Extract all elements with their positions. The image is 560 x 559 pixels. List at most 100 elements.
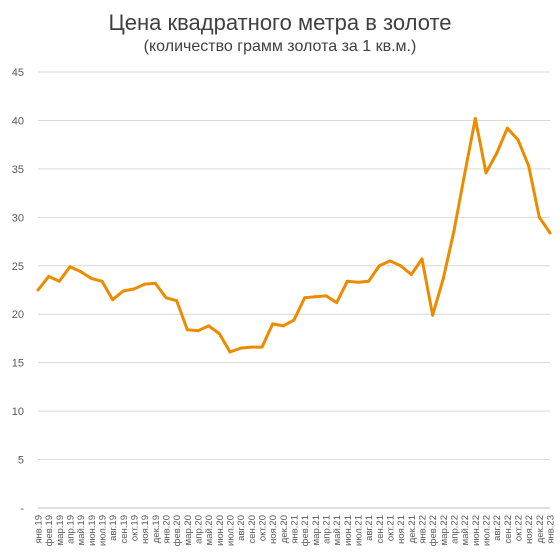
- x-tick-label: июл.21: [354, 515, 365, 546]
- x-tick-label: сен.21: [375, 515, 386, 544]
- x-tick-label: авг.21: [364, 515, 375, 541]
- data-point: [143, 282, 147, 286]
- data-point: [399, 264, 403, 268]
- x-tick-label: июл.20: [226, 515, 237, 546]
- x-tick-label: июн.22: [471, 515, 482, 546]
- x-tick-label: окт.22: [514, 515, 525, 541]
- x-tick-label: апр.21: [322, 515, 333, 544]
- y-tick-label: 5: [18, 455, 24, 467]
- data-point: [57, 279, 61, 283]
- x-tick-label: ноя.20: [268, 515, 279, 544]
- x-tick-label: фев.20: [172, 515, 183, 546]
- data-point: [132, 287, 136, 291]
- data-point: [121, 289, 125, 293]
- x-tick-label: ноя.21: [396, 515, 407, 544]
- x-tick-label: фев.19: [44, 515, 55, 546]
- data-point: [89, 276, 93, 280]
- data-point: [292, 318, 296, 322]
- data-point: [217, 332, 221, 336]
- x-tick-label: сен.20: [247, 515, 258, 544]
- data-point: [207, 324, 211, 328]
- x-tick-label: янв.19: [34, 515, 45, 544]
- x-tick-label: июл.22: [482, 515, 493, 546]
- x-tick-label: май.20: [204, 515, 215, 545]
- data-point: [47, 274, 51, 278]
- y-tick-label: 20: [12, 309, 24, 321]
- data-point: [377, 264, 381, 268]
- data-point: [388, 259, 392, 263]
- y-tick-label: 40: [12, 115, 24, 127]
- data-point: [452, 229, 456, 233]
- x-tick-label: июн.20: [215, 515, 226, 546]
- y-tick-label: 35: [12, 164, 24, 176]
- x-tick-label: фев.21: [300, 515, 311, 546]
- y-tick-label: 10: [12, 406, 24, 418]
- y-tick-label: 25: [12, 261, 24, 273]
- x-tick-label: мар.21: [311, 515, 322, 545]
- x-tick-label: апр.22: [450, 515, 461, 544]
- x-tick-label: дек.20: [279, 515, 290, 543]
- y-tick-label: 30: [12, 212, 24, 224]
- x-tick-label: янв.22: [418, 515, 429, 544]
- x-tick-label: дек.22: [535, 515, 546, 543]
- x-tick-label: май.19: [76, 515, 87, 545]
- data-point: [239, 346, 243, 350]
- data-point: [431, 313, 435, 317]
- x-tick-label: мар.22: [439, 515, 450, 545]
- x-tick-label: авг.19: [108, 515, 119, 541]
- x-tick-label: апр.19: [66, 515, 77, 544]
- data-point: [303, 296, 307, 300]
- x-tick-label: май.21: [332, 515, 343, 545]
- data-point: [537, 215, 541, 219]
- y-tick-label: 45: [12, 67, 24, 79]
- data-point: [420, 257, 424, 261]
- x-tick-label: май.22: [460, 515, 471, 545]
- data-point: [153, 281, 157, 285]
- data-point: [100, 279, 104, 283]
- data-point: [249, 345, 253, 349]
- x-tick-label: авг.20: [236, 515, 247, 541]
- data-point: [409, 272, 413, 276]
- data-point: [473, 117, 477, 121]
- x-tick-label: мар.20: [183, 515, 194, 545]
- data-point: [36, 288, 40, 292]
- data-point: [260, 345, 264, 349]
- data-point: [335, 301, 339, 305]
- x-tick-label: июн.21: [343, 515, 354, 546]
- y-tick-label: 15: [12, 358, 24, 370]
- x-tick-label: окт.19: [130, 515, 141, 541]
- data-point: [484, 171, 488, 175]
- y-tick-label: -: [20, 503, 24, 515]
- data-point: [228, 350, 232, 354]
- data-point: [79, 270, 83, 274]
- x-tick-label: фев.22: [428, 515, 439, 546]
- data-point: [271, 322, 275, 326]
- x-axis-ticks: янв.19 фев.19 мар.19 апр.19 май.19 июн.19 июл.…: [34, 515, 557, 546]
- data-point: [345, 279, 349, 283]
- data-point: [495, 151, 499, 155]
- data-point: [527, 164, 531, 168]
- data-point: [324, 294, 328, 298]
- data-point: [367, 279, 371, 283]
- data-point: [164, 296, 168, 300]
- data-point: [196, 329, 200, 333]
- x-tick-label: дек.19: [151, 515, 162, 543]
- x-tick-label: янв.23: [546, 515, 557, 544]
- data-point: [185, 328, 189, 332]
- x-tick-label: окт.20: [258, 515, 269, 541]
- x-tick-label: сен.19: [119, 515, 130, 544]
- chart-title: Цена квадратного метра в золоте: [108, 10, 452, 35]
- data-point: [516, 138, 520, 142]
- x-tick-label: мар.19: [55, 515, 66, 545]
- x-tick-label: дек.21: [407, 515, 418, 543]
- x-tick-label: окт.21: [386, 515, 397, 541]
- x-tick-label: янв.21: [290, 515, 301, 544]
- series-line: [36, 117, 552, 354]
- x-tick-label: ноя.22: [524, 515, 535, 544]
- x-tick-label: июн.19: [87, 515, 98, 546]
- data-point: [356, 280, 360, 284]
- data-point: [175, 299, 179, 303]
- data-point: [281, 324, 285, 328]
